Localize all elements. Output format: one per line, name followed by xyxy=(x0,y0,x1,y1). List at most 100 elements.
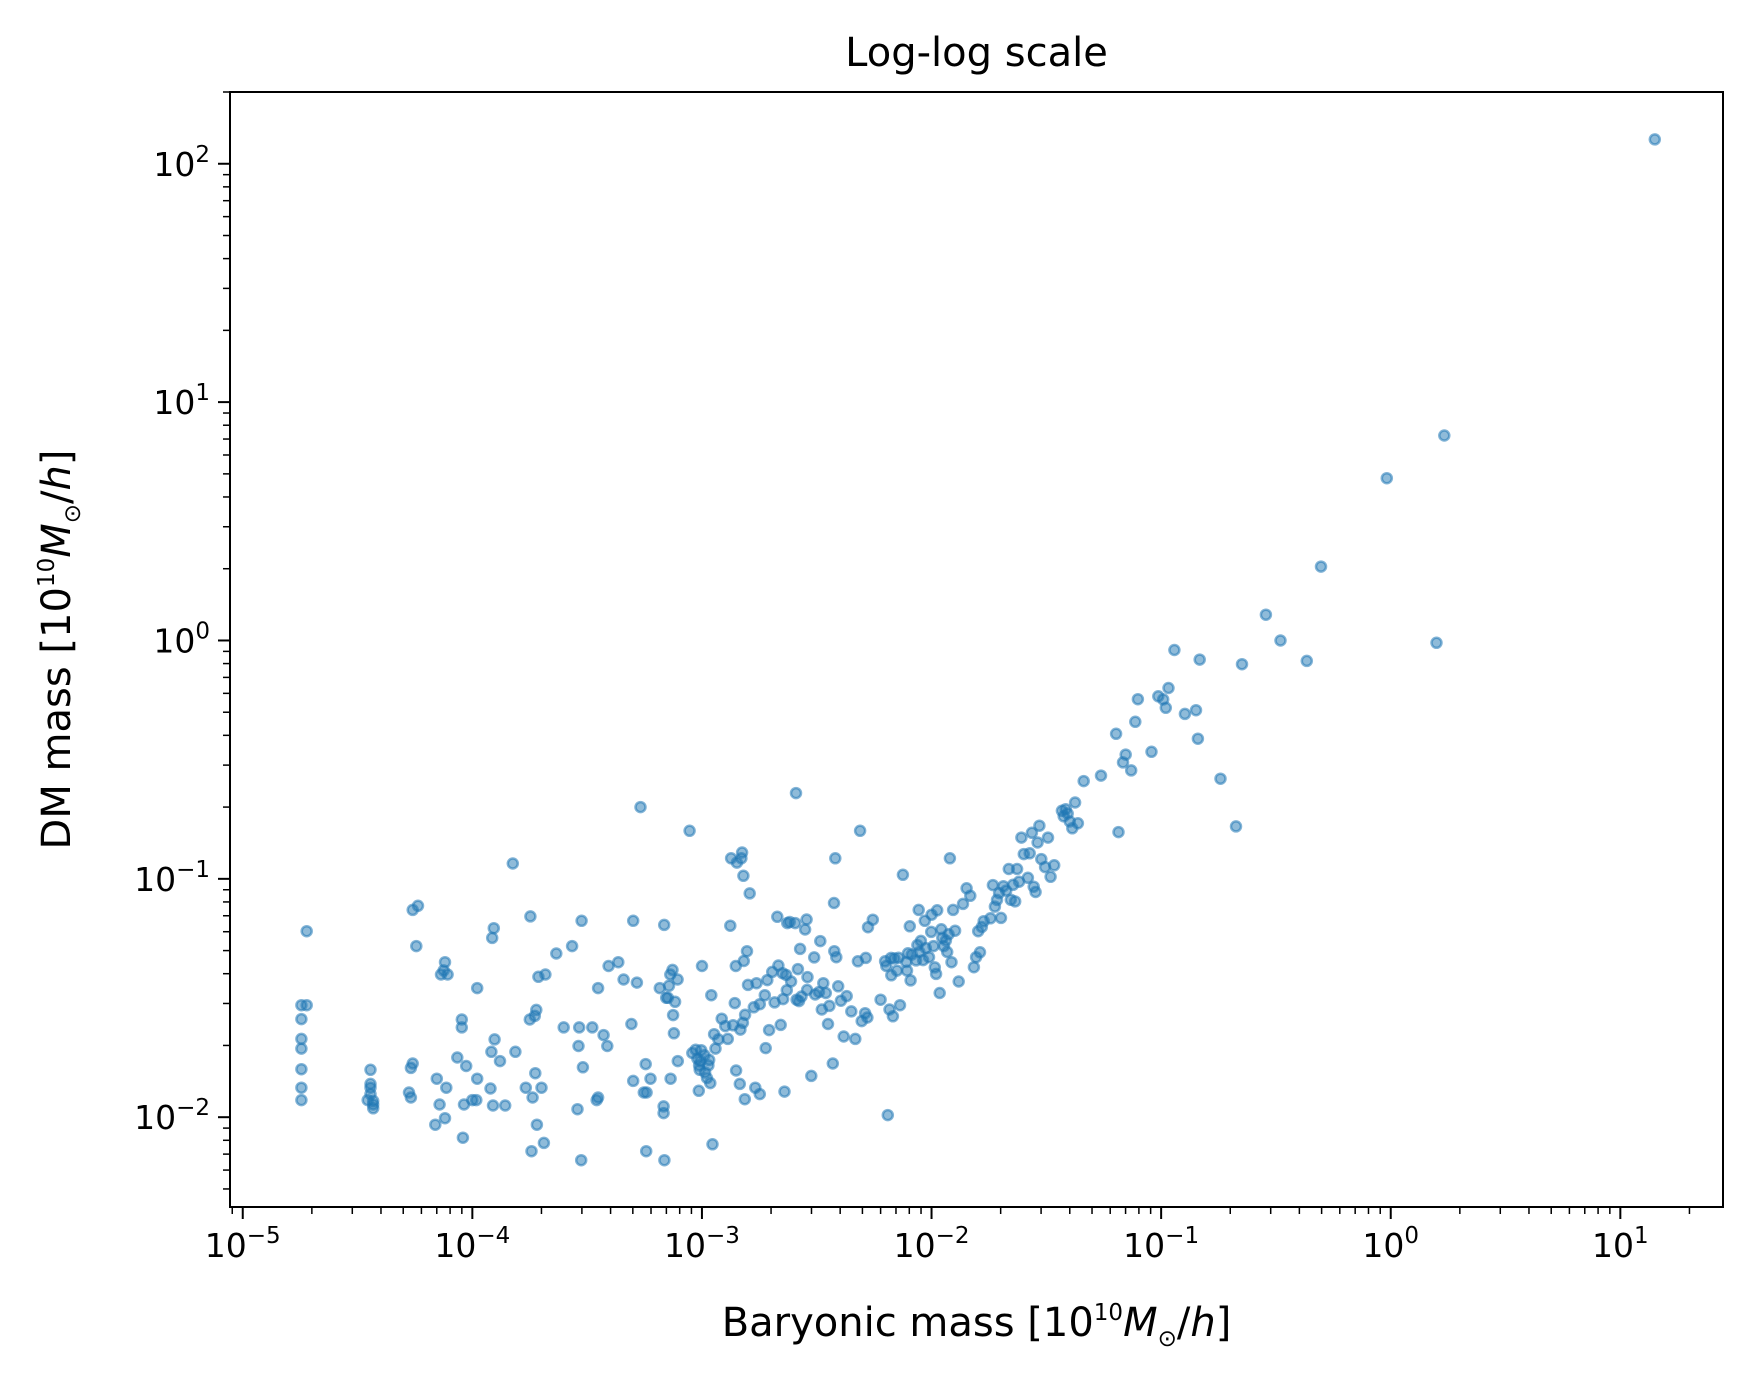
data-point xyxy=(1168,643,1181,657)
data-point xyxy=(441,968,454,981)
data-point xyxy=(743,887,756,900)
data-point xyxy=(300,924,313,938)
data-point xyxy=(789,786,803,800)
data-point xyxy=(657,918,671,932)
data-point xyxy=(866,913,880,926)
data-point xyxy=(929,967,943,981)
data-point xyxy=(410,939,423,953)
data-point xyxy=(411,899,425,913)
data-point xyxy=(753,997,767,1011)
data-point xyxy=(830,950,843,964)
data-point xyxy=(484,1082,497,1095)
data-point xyxy=(762,1023,776,1037)
data-point xyxy=(886,1010,900,1023)
data-point xyxy=(572,1021,586,1034)
data-point xyxy=(771,910,784,924)
data-point xyxy=(571,1102,584,1116)
data-point xyxy=(1109,727,1123,741)
data-point xyxy=(1071,817,1085,830)
data-point xyxy=(927,939,940,953)
data-point xyxy=(470,1093,483,1107)
data-point xyxy=(429,1118,442,1131)
data-point xyxy=(485,931,499,945)
chart-title: Log-log scale xyxy=(845,30,1108,76)
data-point xyxy=(486,1099,500,1112)
data-point xyxy=(574,1153,588,1167)
x-tick-label: 101 xyxy=(1592,1223,1649,1265)
data-point xyxy=(853,824,867,838)
data-point xyxy=(366,1094,380,1108)
data-point xyxy=(530,1003,543,1017)
data-point xyxy=(738,1092,752,1106)
data-point xyxy=(817,976,830,990)
x-tick-label: 10−3 xyxy=(664,1223,740,1265)
data-point xyxy=(295,1062,308,1076)
data-point xyxy=(1112,825,1125,839)
data-point xyxy=(737,954,751,968)
data-point xyxy=(1068,796,1082,809)
data-point xyxy=(1430,636,1443,650)
data-point xyxy=(586,1021,599,1034)
data-point xyxy=(733,1077,747,1091)
data-point xyxy=(1274,634,1287,647)
data-point xyxy=(984,912,997,925)
data-point xyxy=(535,1081,548,1094)
data-point xyxy=(525,1144,538,1158)
y-axis-label: DM mass [1010M⊙/h] xyxy=(34,450,86,850)
data-point xyxy=(1094,769,1108,782)
data-point xyxy=(800,913,813,926)
data-point xyxy=(488,1033,501,1046)
data-point xyxy=(1380,471,1394,485)
data-point xyxy=(1010,862,1024,876)
data-point xyxy=(295,1093,308,1107)
data-point xyxy=(735,846,749,859)
data-point xyxy=(530,1118,544,1131)
data-point xyxy=(861,1011,874,1024)
data-point xyxy=(896,868,910,882)
data-point xyxy=(737,869,750,883)
data-point xyxy=(840,989,853,1003)
data-point xyxy=(451,1051,464,1064)
data-point xyxy=(1159,701,1173,715)
data-point xyxy=(805,1069,818,1083)
data-point xyxy=(721,1032,735,1046)
data-point xyxy=(724,919,737,932)
data-point xyxy=(572,1039,585,1053)
data-point xyxy=(893,998,907,1012)
data-point xyxy=(849,1032,862,1046)
data-point xyxy=(740,944,754,958)
data-point xyxy=(506,857,520,870)
data-point xyxy=(826,1057,840,1070)
y-tick-label: 10−2 xyxy=(134,1095,210,1137)
x-tick-label: 10−4 xyxy=(434,1223,510,1265)
data-point xyxy=(671,1054,685,1068)
data-point xyxy=(575,914,588,928)
data-point xyxy=(459,1059,473,1073)
data-point xyxy=(601,1039,614,1053)
data-point xyxy=(626,1074,640,1088)
data-point xyxy=(626,914,640,928)
data-point xyxy=(295,1081,308,1094)
data-point xyxy=(565,939,579,953)
data-point xyxy=(591,981,605,995)
data-point xyxy=(948,924,962,937)
x-axis-label: Baryonic mass [1010M⊙/h] xyxy=(722,1300,1232,1352)
data-point xyxy=(664,1072,677,1085)
data-point xyxy=(933,986,946,1000)
data-point xyxy=(487,921,501,935)
data-point xyxy=(493,1054,507,1068)
data-point xyxy=(550,947,563,960)
data-point xyxy=(859,951,873,965)
data-point xyxy=(295,1032,308,1046)
data-point xyxy=(964,889,977,903)
data-point xyxy=(1119,748,1132,761)
y-tick-label: 100 xyxy=(153,618,210,660)
data-point xyxy=(943,852,957,865)
data-point xyxy=(788,916,802,930)
data-point xyxy=(404,1091,418,1104)
data-point xyxy=(758,988,772,1002)
data-point xyxy=(529,1066,542,1080)
y-axis: 10−2 10−1 100 101 102 xyxy=(134,91,230,1190)
data-point xyxy=(1031,836,1044,849)
